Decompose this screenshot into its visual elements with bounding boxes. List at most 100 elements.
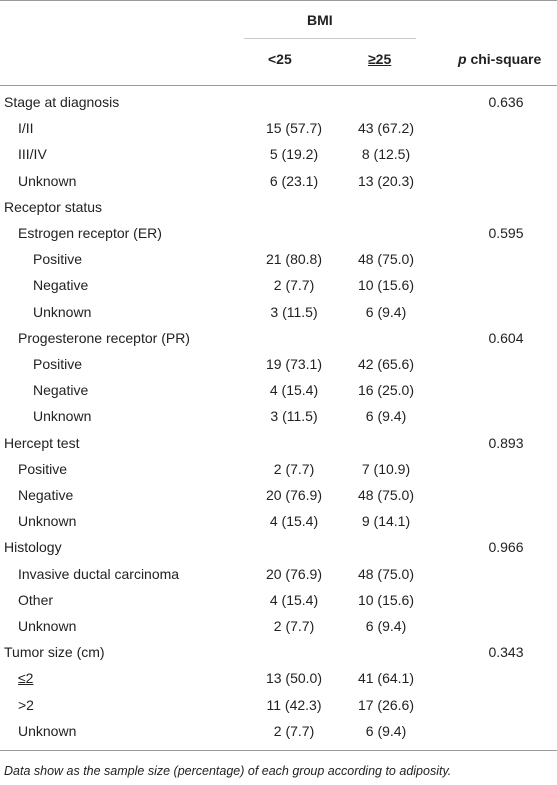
cell-p-value: 0.343	[488, 644, 524, 661]
table-row: Positive 21 (80.8) 48 (75.0)	[0, 246, 557, 272]
table-row: Tumor size (cm) 0.343	[0, 639, 557, 665]
row-label: Negative	[33, 382, 89, 399]
cell-p-value: 0.604	[488, 329, 524, 346]
row-label: Unknown	[18, 172, 77, 189]
table-row: Positive 2 (7.7) 7 (10.9)	[0, 456, 557, 482]
table-row: Unknown 4 (15.4) 9 (14.1)	[0, 508, 557, 534]
table-row: I/II 15 (57.7) 43 (67.2)	[0, 115, 557, 141]
cell-bmi-25-or-more: 42 (65.6)	[357, 356, 415, 372]
cell-bmi-under-25: 20 (76.9)	[265, 487, 323, 503]
header-rule	[0, 85, 557, 86]
table-row: ≤2 13 (50.0) 41 (64.1)	[0, 665, 557, 691]
cell-bmi-under-25: 2 (7.7)	[273, 277, 315, 294]
cell-bmi-under-25: 19 (73.1)	[265, 356, 323, 372]
row-label: I/II	[18, 120, 34, 137]
cell-bmi-25-or-more: 16 (25.0)	[357, 382, 415, 399]
column-header-25-or-more: ≥25	[368, 51, 392, 67]
cell-bmi-under-25: 2 (7.7)	[273, 618, 315, 634]
cell-bmi-25-or-more: 10 (15.6)	[357, 277, 415, 294]
row-label: Positive	[18, 460, 68, 477]
cell-bmi-under-25: 4 (15.4)	[269, 382, 319, 399]
table-row: Estrogen receptor (ER) 0.595	[0, 220, 557, 246]
table-row: Hercept test 0.893	[0, 430, 557, 456]
cell-bmi-25-or-more: 48 (75.0)	[357, 565, 415, 582]
table-row: Negative 2 (7.7) 10 (15.6)	[0, 272, 557, 298]
row-label: III/IV	[18, 146, 47, 163]
cell-bmi-under-25: 3 (11.5)	[270, 303, 318, 320]
table-row: Unknown 3 (11.5) 6 (9.4)	[0, 403, 557, 429]
cell-bmi-under-25: 4 (15.4)	[269, 591, 319, 608]
row-label: Hercept test	[4, 434, 80, 451]
table-row: Unknown 2 (7.7) 6 (9.4)	[0, 718, 557, 744]
cell-bmi-under-25: 15 (57.7)	[265, 120, 323, 137]
row-label: Progesterone receptor (PR)	[18, 329, 190, 346]
cell-bmi-under-25: 11 (42.3)	[266, 696, 322, 713]
cell-bmi-under-25: 2 (7.7)	[273, 460, 315, 477]
cell-bmi-25-or-more: 13 (20.3)	[357, 172, 415, 189]
row-label: Unknown	[18, 513, 77, 530]
row-label: Negative	[18, 487, 74, 503]
cell-bmi-25-or-more: 17 (26.6)	[357, 696, 415, 713]
table-row: Stage at diagnosis 0.636	[0, 89, 557, 115]
table-row: Progesterone receptor (PR) 0.604	[0, 325, 557, 351]
cell-bmi-under-25: 6 (23.1)	[269, 172, 319, 189]
cell-bmi-under-25: 21 (80.8)	[265, 251, 323, 268]
row-label: Receptor status	[4, 198, 103, 215]
cell-p-value: 0.893	[488, 434, 524, 451]
row-label: Unknown	[33, 303, 92, 320]
cell-bmi-25-or-more: 48 (75.0)	[357, 487, 415, 503]
cell-bmi-25-or-more: 48 (75.0)	[357, 251, 415, 268]
cell-bmi-25-or-more: 6 (9.4)	[365, 722, 407, 739]
table-row: Other 4 (15.4) 10 (15.6)	[0, 587, 557, 613]
row-label: Negative	[33, 277, 89, 294]
row-label: Tumor size (cm)	[4, 644, 105, 661]
table-row: Positive 19 (73.1) 42 (65.6)	[0, 351, 557, 377]
cell-bmi-under-25: 2 (7.7)	[273, 722, 315, 739]
group-header-rule	[244, 38, 416, 39]
table-row: >2 11 (42.3) 17 (26.6)	[0, 692, 557, 718]
bottom-rule	[0, 750, 557, 751]
cell-bmi-25-or-more: 6 (9.4)	[365, 408, 407, 425]
cell-bmi-25-or-more: 7 (10.9)	[361, 460, 411, 477]
cell-bmi-25-or-more: 8 (12.5)	[361, 146, 411, 163]
table-row: Unknown 3 (11.5) 6 (9.4)	[0, 299, 557, 325]
column-header-under-25: <25	[268, 51, 292, 67]
table-row: Invasive ductal carcinoma 20 (76.9) 48 (75…	[0, 561, 557, 587]
group-header-bmi: BMI	[307, 12, 333, 28]
cell-bmi-25-or-more: 6 (9.4)	[365, 618, 407, 634]
row-label: Unknown	[18, 722, 77, 739]
cell-bmi-25-or-more: 10 (15.6)	[357, 591, 415, 608]
row-label: Positive	[33, 356, 83, 372]
table-row: III/IV 5 (19.2) 8 (12.5)	[0, 141, 557, 167]
row-label: Invasive ductal carcinoma	[18, 565, 180, 582]
table-row: Unknown 2 (7.7) 6 (9.4)	[0, 613, 557, 639]
cell-bmi-under-25: 3 (11.5)	[270, 408, 318, 425]
cell-bmi-25-or-more: 41 (64.1)	[357, 670, 415, 687]
cell-bmi-under-25: 13 (50.0)	[265, 670, 323, 687]
row-label: Unknown	[18, 618, 77, 634]
table-row: Negative 20 (76.9) 48 (75.0)	[0, 482, 557, 508]
cell-bmi-under-25: 20 (76.9)	[265, 565, 323, 582]
row-label: >2	[18, 696, 34, 713]
column-header-p-chi-square: p chi-square	[458, 51, 542, 67]
cell-bmi-under-25: 4 (15.4)	[269, 513, 319, 530]
cell-p-value: 0.966	[488, 539, 524, 556]
cell-bmi-under-25: 5 (19.2)	[269, 146, 319, 163]
cell-p-value: 0.595	[488, 225, 524, 241]
row-label: Other	[18, 591, 54, 608]
table-row: Histology 0.966	[0, 534, 557, 560]
cell-p-value: 0.636	[488, 94, 524, 110]
table-row: Unknown 6 (23.1) 13 (20.3)	[0, 168, 557, 194]
row-label: ≤2	[18, 670, 34, 687]
row-label: Positive	[33, 251, 83, 268]
table-footnote: Data show as the sample size (percentage…	[4, 764, 452, 778]
table-row: Receptor status	[0, 194, 557, 220]
cell-bmi-25-or-more: 6 (9.4)	[365, 303, 407, 320]
cell-bmi-25-or-more: 9 (14.1)	[361, 513, 411, 530]
top-rule	[0, 0, 557, 1]
row-label: Estrogen receptor (ER)	[18, 225, 162, 241]
row-label: Stage at diagnosis	[4, 94, 120, 110]
row-label: Unknown	[33, 408, 92, 425]
table-row: Negative 4 (15.4) 16 (25.0)	[0, 377, 557, 403]
